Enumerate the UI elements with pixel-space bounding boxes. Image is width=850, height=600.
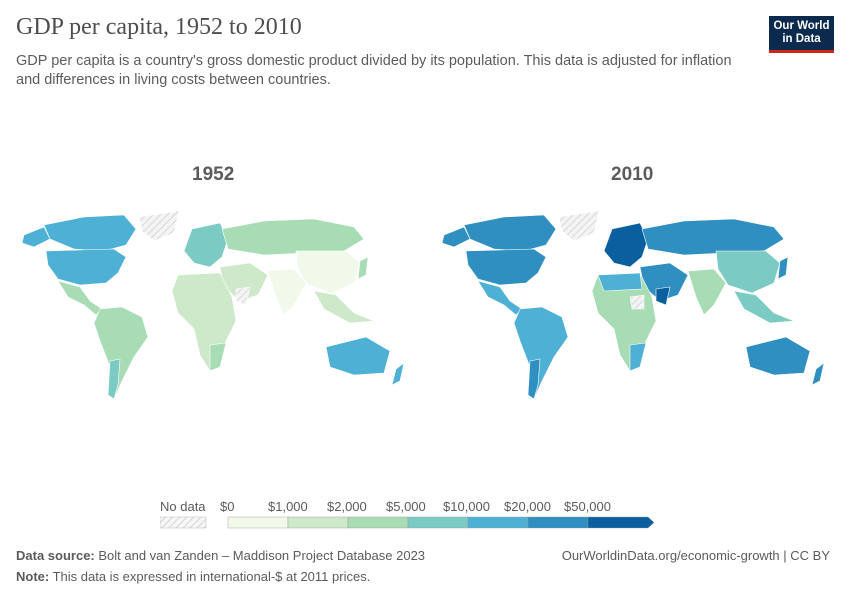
japan-region [777, 256, 789, 280]
india-region [267, 268, 307, 316]
south-america-region [93, 306, 149, 400]
north-africa-region [597, 272, 643, 292]
legend-label-4: $10,000 [443, 499, 490, 514]
china-region [295, 250, 361, 294]
greenland-region [138, 210, 180, 242]
legend-bin-5[interactable] [527, 516, 589, 529]
legend-no-data-label: No data [160, 499, 206, 514]
canada-region [463, 214, 557, 252]
arabia-hatch-region [235, 286, 251, 306]
legend-bin-1[interactable] [287, 516, 349, 529]
map-year-1952: 1952 [192, 164, 235, 185]
legend-label-3: $5,000 [386, 499, 426, 514]
central-africa-hatch-region [629, 294, 645, 310]
mexico-region [57, 280, 103, 316]
legend-bin-6[interactable] [587, 516, 655, 529]
usa-region [465, 248, 547, 286]
europe-region [183, 222, 229, 268]
source-label: Data source: [16, 548, 95, 563]
legend-label-2: $2,000 [327, 499, 367, 514]
new-zealand-region [391, 362, 405, 386]
legend-bin-2[interactable] [347, 516, 409, 529]
africa-region [171, 272, 237, 372]
legend-bin-3[interactable] [407, 516, 469, 529]
map-year-2010: 2010 [611, 164, 654, 185]
india-region [687, 268, 727, 316]
legend-label-0: $0 [220, 499, 235, 514]
chart-title: GDP per capita, 1952 to 2010 [16, 14, 302, 40]
china-region [715, 250, 781, 294]
japan-region [357, 256, 369, 280]
argentina-region [107, 358, 121, 400]
owid-logo[interactable]: Our World in Data [769, 16, 834, 53]
australia-region [325, 336, 391, 376]
color-legend[interactable] [160, 515, 660, 535]
south-africa-region [209, 342, 227, 372]
alaska-region [21, 226, 51, 248]
legend-label-1: $1,000 [268, 499, 308, 514]
europe-region [603, 222, 649, 268]
russia-region [641, 218, 785, 256]
south-africa-region [629, 342, 647, 372]
russia-region [221, 218, 365, 256]
alaska-region [441, 226, 471, 248]
southeast-asia-region [733, 290, 795, 324]
mexico-region [477, 280, 523, 316]
chart-subtitle: GDP per capita is a country's gross dome… [16, 53, 732, 88]
footer-note: Note: This data is expressed in internat… [16, 569, 370, 584]
world-map-1952[interactable] [14, 205, 419, 405]
legend-bin-0[interactable] [227, 516, 289, 529]
legend-bin-4[interactable] [467, 516, 529, 529]
new-zealand-region [811, 362, 825, 386]
footer-url[interactable]: OurWorldinData.org/economic-growth | CC … [561, 548, 830, 563]
source-text[interactable]: Bolt and van Zanden – Maddison Project D… [94, 548, 426, 563]
logo-line-2: in Data [782, 33, 821, 45]
note-text: This data is expressed in international-… [49, 569, 371, 584]
arabia-hatch-region [655, 286, 671, 306]
legend-no-data-swatch [160, 516, 207, 529]
greenland-region [558, 210, 600, 242]
note-label: Note: [16, 569, 50, 584]
logo-line-1: Our World [773, 20, 830, 32]
usa-region [45, 248, 127, 286]
south-america-region [513, 306, 569, 400]
footer-source: Data source: Bolt and van Zanden – Maddi… [16, 548, 425, 563]
australia-region [745, 336, 811, 376]
argentina-region [527, 358, 541, 400]
canada-region [43, 214, 137, 252]
southeast-asia-region [313, 290, 375, 324]
legend-label-5: $20,000 [504, 499, 551, 514]
world-map-2010[interactable] [434, 205, 839, 405]
legend-label-6: $50,000 [564, 499, 611, 514]
